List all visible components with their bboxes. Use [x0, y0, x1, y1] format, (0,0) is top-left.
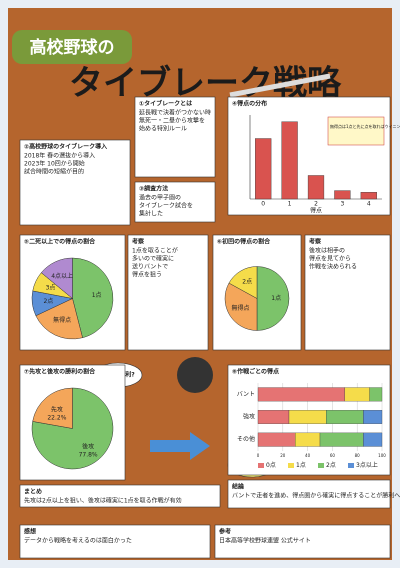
x-tick-label: 100 — [378, 453, 386, 458]
poster: 高校野球の タイブレーク戦略 ①タイブレークとは延長戦で決着がつかない時無死一・… — [0, 0, 400, 568]
y-tick-label: 強攻 — [243, 413, 255, 421]
axis-label: 得点 — [310, 207, 322, 215]
slice-label: 1点 — [92, 291, 102, 299]
slice-label: 2点 — [43, 297, 53, 305]
bar-segment — [295, 433, 320, 447]
legend-swatch — [258, 463, 264, 468]
x-tick-label: 80 — [355, 453, 361, 458]
x-tick-label: 3 — [340, 201, 344, 208]
chart-title: ⑦先攻と後攻の勝利の割合 — [24, 368, 96, 376]
note-text: バントで走者を進め、得点圏から確実に得点することが勝利への近道 — [232, 492, 400, 500]
note-heading: 参考 — [218, 528, 231, 536]
note-text: 後攻は相手の — [309, 247, 345, 255]
bar-segment — [258, 388, 345, 402]
x-tick-label: 60 — [330, 453, 336, 458]
note-text: 先攻は2点以上を狙い、後攻は確実に1点を取る作戦が有効 — [24, 497, 182, 505]
slice-label: 先攻 — [51, 405, 63, 413]
note-text: データから戦略を考えるのは面白かった — [24, 537, 132, 545]
note-text: タイブレーク試合を — [139, 202, 193, 210]
note-text: 集計した — [139, 210, 163, 218]
legend-label: 2点 — [326, 461, 336, 469]
slice-label: 無得点 — [53, 316, 71, 324]
legend-label: 0点 — [266, 461, 276, 469]
bar-segment — [326, 410, 363, 424]
chart-title: ⑥初回の得点の割合 — [217, 238, 271, 246]
slice-label: 後攻 — [82, 443, 94, 451]
note-text: 始める特別ルール — [139, 125, 187, 133]
note-text: 送りバントで — [132, 263, 168, 271]
note-text: 延長戦で決着がつかない時 — [139, 109, 211, 117]
note-heading: まとめ — [24, 488, 42, 496]
y-tick-label: バント — [237, 391, 255, 398]
bar-segment — [363, 433, 382, 447]
bar-segment — [289, 410, 326, 424]
legend-label: 3点以上 — [356, 461, 378, 469]
note-heading: 考察 — [132, 238, 145, 246]
annotation: 無得点は1点と先に点を取ればウイニング! — [330, 123, 400, 129]
annotation-box — [328, 117, 384, 145]
chart-title: ④得点の分布 — [232, 100, 267, 108]
bar-segment — [363, 410, 382, 424]
chart-title: ⑤二死以上での得点の割合 — [24, 238, 96, 246]
y-tick-label: その他 — [237, 435, 255, 443]
x-tick-label: 2 — [314, 201, 318, 208]
slice-label: 3点 — [46, 284, 56, 292]
note-text: 得点を狙う — [132, 271, 162, 279]
bar-segment — [258, 433, 295, 447]
bar — [308, 175, 324, 199]
x-tick-label: 0 — [257, 453, 260, 458]
note-text: 2023年 10回から開始 — [24, 160, 85, 168]
note-text: 2018年 春の選抜から導入 — [24, 152, 95, 160]
bar — [361, 192, 377, 199]
helmet — [177, 357, 213, 393]
chart-title: ⑧作戦ごとの得点 — [232, 368, 279, 376]
note-text: 1点を取ることが — [132, 247, 178, 255]
slice-value: 77.8% — [79, 452, 98, 459]
legend-label: 1点 — [296, 461, 306, 469]
note-text: 得点を見てから — [309, 255, 351, 263]
note-heading: ③調査方法 — [139, 185, 168, 193]
bar-segment — [370, 388, 382, 402]
x-tick-label: 0 — [261, 201, 265, 208]
slice-label: 無得点 — [231, 304, 249, 312]
bar — [334, 191, 350, 199]
bar-segment — [258, 410, 289, 424]
x-tick-label: 4 — [367, 201, 371, 208]
title-line: 高校野球の — [30, 37, 115, 58]
x-tick-label: 40 — [305, 453, 311, 458]
note-heading: ①タイブレークとは — [139, 100, 192, 108]
slice-label: 1点 — [271, 294, 281, 302]
legend-swatch — [288, 463, 294, 468]
slice-label: 2点 — [242, 277, 252, 285]
note-heading: 感想 — [24, 528, 36, 536]
slice-value: 22.2% — [47, 414, 66, 421]
bar — [255, 139, 271, 199]
note-heading: 考察 — [309, 238, 322, 246]
bar — [282, 122, 298, 199]
note-text: 多いので確実に — [132, 255, 174, 263]
note-text: 無死一・二塁から攻撃を — [139, 117, 205, 125]
x-tick-label: 20 — [280, 453, 286, 458]
note-text: 過去の甲子園の — [139, 194, 181, 202]
note-text: 試合時間の短縮が目的 — [24, 168, 84, 176]
bar-segment — [320, 433, 363, 447]
legend-swatch — [348, 463, 354, 468]
note-text: 日本高等学校野球連盟 公式サイト — [219, 537, 311, 545]
x-tick-label: 1 — [288, 201, 292, 208]
note-text: 作戦を決められる — [309, 263, 357, 271]
note-heading: 結論 — [232, 483, 245, 491]
bar-segment — [345, 388, 370, 402]
slice-label: 4点以上 — [51, 272, 73, 280]
legend-swatch — [318, 463, 324, 468]
note-heading: ②高校野球のタイブレーク導入 — [24, 143, 107, 151]
